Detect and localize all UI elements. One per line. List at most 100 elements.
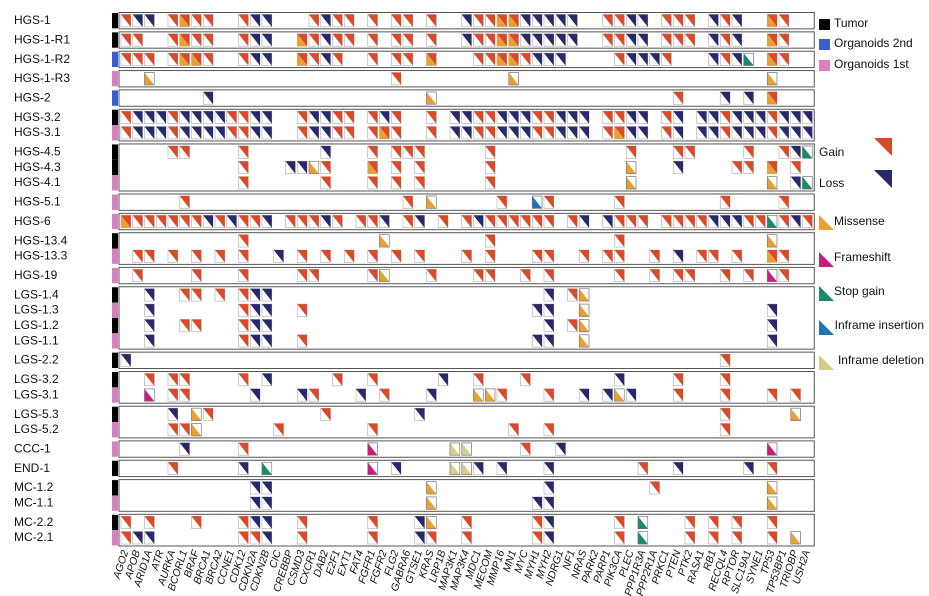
cell-HGS-3.2-CDK12 [238,110,249,124]
cell-LGS-1.4-BRAF [191,288,202,302]
cell-HGS-3.2-PPP1R3A [637,110,649,124]
cell-HGS-3.2-RECQL4 [719,110,731,124]
cell-HGS-3.1-BRAF [191,126,202,140]
sample-label-CCC-1: CCC-1 [14,441,51,455]
cell-HGS-1-RECQL4 [719,14,731,28]
cell-HGS-3.2-BRCA1 [202,110,214,124]
cell-HGS-6-AGO2 [120,215,132,229]
cell-HGS-3.1-MYH1 [531,126,543,140]
gene-label-NF1: NF1 [560,549,578,572]
cell-HGS-1-R3-MN1 [508,72,519,86]
cell-HGS-3.1-SYNE1 [755,126,766,140]
cell-HGS-1-MYC [520,14,531,28]
cell-HGS-1-R2-AGO2 [120,52,132,66]
cell-HGS-3.1-NF1 [567,126,578,140]
cell-HGS-13.3-MYH2 [543,249,555,263]
legend-gain-icon [874,138,892,156]
cell-MC-2.2-CDKN2A [249,515,261,529]
cell-HGS-1-AURKA [167,14,179,28]
cell-HGS-19-APOB [132,269,143,283]
cell-HGS-6-TRIOBP [790,215,801,229]
cell-HGS-19-RECQL4 [719,269,731,283]
cell-HGS-3.1-CXCR1 [308,126,320,140]
cell-HGS-1-R1-E2F1 [332,33,343,47]
legend-inframe-deletion-label: Inframe deletion [837,353,924,367]
cell-HGS-3.2-AURKA [167,110,179,124]
legend-inframe-insertion-icon [819,320,834,335]
sample-label-HGS-13.4: HGS-13.4 [14,233,68,247]
cell-HGS-4.1-GTSE1 [414,176,425,190]
sample-type-bar [112,267,118,284]
cell-HGS-6-FAT4 [355,215,367,229]
cell-HGS-4.3-FGFR1 [367,161,378,174]
cell-LGS-5.3-DAB2 [320,407,331,421]
cell-HGS-1-R1-MN1 [508,33,519,47]
cell-HGS-6-NF1 [567,215,578,229]
cell-HGS-3.2-TRIOBP [790,110,801,124]
cell-LGS-3.1-KRAS [426,388,437,402]
cell-MC-2.2-RB1 [708,515,719,529]
cell-HGS-1-R1-AURKA [167,33,179,47]
cell-HGS-3.2-BRCA2 [214,110,226,124]
cell-LGS-3.1-MDC1 [473,388,484,402]
cell-HGS-3.1-PLEC [625,126,637,140]
cell-HGS-6-ARID1A [144,215,155,229]
cell-HGS-3.2-APOB [132,110,143,124]
sample-type-bar [112,32,118,48]
cell-HGS-1-R2-BRCA1 [202,52,214,66]
cell-LGS-1.2-ARID1A [144,319,155,333]
cell-HGS-13.3-EXT1 [343,249,355,263]
cell-HGS-3.2-NDRG1 [555,110,566,124]
cell-HGS-1-R1-NF1 [567,33,578,47]
cell-HGS-1-R1-PARP1 [602,33,613,47]
cell-MC-1.2-KRAS [426,481,437,495]
cell-HGS-1-GABRA6 [402,14,414,28]
cell-LGS-5.3-TRIOBP [790,407,801,421]
cell-LGS-1.4-CDKN2B [261,288,273,302]
sample-label-HGS-2: HGS-2 [14,90,51,104]
cell-HGS-3.1-FLG2 [390,126,402,140]
cell-LGS-3.2-CDK12 [238,373,249,387]
cell-LGS-5.2-MYH2 [543,423,555,437]
sample-label-LGS-1.3: LGS-1.3 [14,303,59,317]
cell-HGS-3.1-BRCA2 [214,126,226,140]
cell-HGS-1-BCORL1 [179,14,190,28]
cell-MC-2.1-AGO2 [120,531,132,545]
cell-LGS-3.1-RECQL4 [719,388,731,402]
cell-HGS-13.3-CIC [273,249,284,263]
cell-HGS-1-R1-BCORL1 [179,33,190,47]
cell-HGS-2-PTEN [672,91,684,105]
cell-HGS-4.5-FLG2 [390,145,402,159]
cell-HGS-1-NDRG1 [555,14,566,28]
cell-HGS-2-KRAS [426,91,437,105]
cell-HGS-1-MYH1 [531,14,543,28]
cell-HGS-4.5-TRIOBP [790,145,801,159]
cell-LGS-3.1-PARP1 [602,388,613,402]
cell-MC-2.1-CDKN2B [261,531,273,545]
cell-HGS-4.3-PLEC [625,161,637,174]
sample-type-bar [112,317,118,334]
cell-HGS-3.1-PARP1 [602,126,613,140]
cell-HGS-1-R1-MECOM [484,33,496,47]
cell-MC-2.1-GTSE1 [414,531,425,545]
cell-MC-2.2-KRAS [426,515,437,529]
cell-HGS-1-R1-RB1 [708,33,719,47]
cell-MC-2.2-FGFR1 [367,515,378,529]
cell-HGS-3.1-MDC1 [473,126,484,140]
cell-HGS-3.2-E2F1 [332,110,343,124]
cell-HGS-2-BRCA1 [202,91,214,105]
cell-HGS-3.1-MYH2 [543,126,555,140]
cell-MC-2.2-MAP3K4 [461,515,472,529]
cell-HGS-3.1-MECOM [484,126,496,140]
cell-HGS-4.5-GABRA6 [402,145,414,159]
cell-MC-2.2-MYH2 [543,515,555,529]
cell-MC-2.1-ARID1A [144,531,155,545]
cell-MC-1.2-PPP2R1A [649,481,660,495]
cell-HGS-13.3-BRCA2 [214,249,226,263]
cell-LGS-5.2-BRAF [191,423,202,437]
cell-HGS-1-E2F1 [332,14,343,28]
cell-HGS-1-TP53 [766,14,778,28]
cell-HGS-1-CDKN2A [249,14,261,28]
cell-HGS-3.1-PPP1R3A [637,126,649,140]
cell-LGS-5.3-BRAF [191,407,202,421]
